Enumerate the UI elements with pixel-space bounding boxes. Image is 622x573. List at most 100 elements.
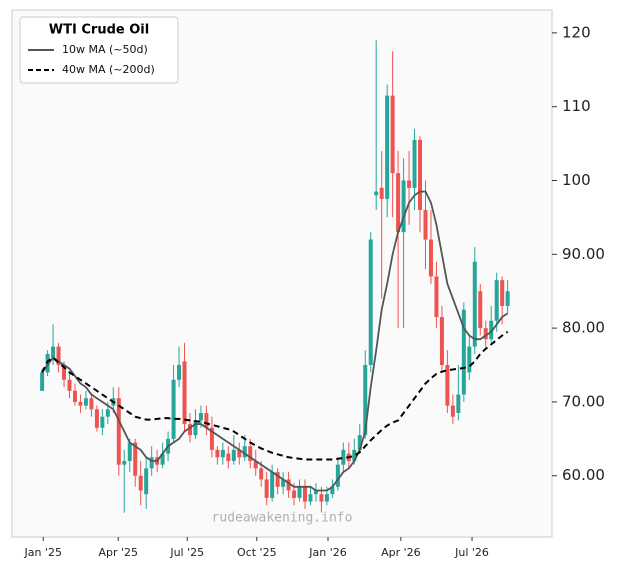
candle-body (423, 210, 428, 240)
candle-body (368, 239, 373, 366)
candle-body (204, 413, 209, 428)
y-tick-label: 120 (562, 23, 591, 41)
ma-line (41, 330, 509, 461)
watermark: rudeawakening.info (212, 511, 353, 526)
candle-body (198, 413, 203, 421)
candle-body (439, 317, 444, 366)
candle-body (494, 280, 499, 321)
y-tick-label: 60.00 (562, 466, 605, 484)
candle-body (379, 187, 384, 199)
candle-body (275, 472, 280, 487)
x-tick-label: Jan '25 (23, 546, 61, 559)
candle-body (297, 486, 302, 498)
candle-body (72, 390, 77, 402)
candle-body (182, 361, 187, 425)
candle-body (335, 464, 340, 487)
candle-body (242, 446, 247, 458)
candle-body (105, 409, 110, 417)
candle-body (292, 490, 297, 498)
candle-body (390, 95, 395, 174)
candle-body (450, 405, 455, 417)
y-tick-label: 110 (562, 97, 591, 115)
ma-line (41, 190, 509, 492)
legend-label: 40w MA (~200d) (62, 63, 155, 76)
candle-body (248, 446, 253, 461)
candle-body (193, 420, 198, 436)
candle-body (67, 379, 72, 391)
candle-body (100, 416, 105, 428)
candle-body (319, 494, 324, 502)
candle-body (445, 365, 450, 406)
candle-body (456, 394, 461, 413)
x-tick-label: Oct '25 (237, 546, 277, 559)
candle-body (51, 346, 56, 358)
candle-body (374, 191, 379, 196)
candle-body (472, 261, 477, 347)
candle-body (209, 427, 214, 450)
legend-label: 10w MA (~50d) (62, 43, 148, 56)
candle-body (253, 460, 258, 469)
y-tick-label: 90.00 (562, 245, 605, 263)
candle-body (313, 490, 318, 495)
y-tick-label: 70.00 (562, 392, 605, 410)
candle-body (401, 180, 406, 233)
marks (40, 40, 510, 513)
y-tick-label: 100 (562, 171, 591, 189)
candle-body (483, 328, 488, 340)
candle-body (144, 468, 149, 495)
candle-body (40, 372, 45, 391)
candle-body (308, 494, 313, 502)
candle-body (467, 346, 472, 373)
candle-body (264, 479, 269, 498)
candle-body (171, 379, 176, 439)
x-tick-label: Jan '26 (308, 546, 346, 559)
x-tick-label: Apr '25 (98, 546, 138, 559)
candle-body (330, 486, 335, 495)
candle-body (363, 365, 368, 436)
candle-body (215, 449, 220, 458)
y-tick-label: 80.00 (562, 319, 605, 337)
candle-body (428, 239, 433, 277)
candle-body (489, 320, 494, 340)
candle-body (237, 449, 242, 458)
candle-body (341, 449, 346, 465)
candle-body (56, 346, 61, 366)
candle-body (83, 398, 88, 406)
candle-body (396, 173, 401, 233)
candle-body (78, 401, 83, 406)
candle-body (259, 468, 264, 480)
candle-body (324, 494, 329, 502)
candle-body (94, 409, 99, 428)
candle-body (160, 453, 165, 465)
candle-body (133, 442, 138, 476)
legend-title: WTI Crude Oil (49, 23, 149, 38)
candle-body (434, 276, 439, 318)
candle-body (231, 449, 236, 461)
candle-body (412, 139, 417, 188)
legend (19, 16, 179, 84)
candle-body (127, 442, 132, 461)
candle-body (407, 180, 412, 188)
candle-body (177, 365, 182, 380)
candle-body (505, 291, 510, 306)
candle-body (352, 449, 357, 461)
x-tick-label: Apr '26 (381, 546, 421, 559)
candle-body (418, 139, 423, 211)
plot-area (11, 9, 553, 538)
candle-body (138, 475, 143, 491)
candle-body (149, 457, 154, 469)
candle-body (89, 398, 94, 410)
candle-body (62, 365, 67, 380)
candle-body (357, 435, 362, 450)
candle-body (281, 479, 286, 487)
candle-body (187, 424, 192, 436)
candle-body (500, 280, 505, 306)
candle-body (226, 453, 231, 461)
candle-body (286, 479, 291, 491)
candle-body (461, 309, 466, 395)
candle-body (385, 95, 390, 199)
candle-body (478, 291, 483, 329)
x-tick-label: Jul '26 (454, 546, 489, 559)
x-tick-label: Jul '25 (169, 546, 204, 559)
